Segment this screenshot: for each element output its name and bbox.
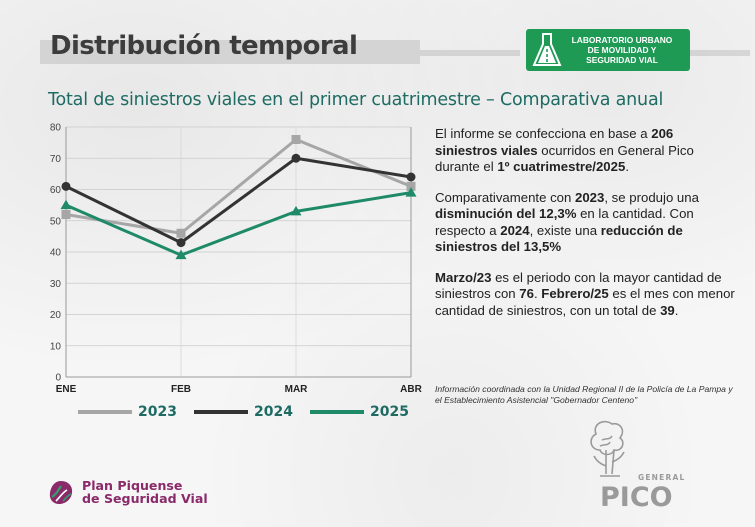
lab-logo-text: LABORATORIO URBANO DE MOVILIDAD Y SEGURI… (562, 35, 682, 65)
series-line-2024 (65, 156, 412, 245)
source-note: Información coordinada con la Unidad Reg… (435, 384, 733, 405)
info-highlight: disminución del 12,3% (435, 206, 577, 221)
info-paragraph-extremes: Marzo/23 es el periodo con la mayor cant… (435, 270, 735, 320)
y-tick-label: 50 (50, 216, 62, 227)
info-highlight: Marzo/23 (435, 269, 492, 285)
legend-label: 2025 (370, 404, 409, 420)
data-point-2025 (175, 249, 187, 260)
info-paragraph-comparison: Comparativamente con 2023, se produjo un… (435, 190, 735, 256)
series-line-2023 (65, 138, 412, 235)
series-line-2025 (65, 191, 412, 257)
lab-rule (690, 50, 750, 56)
data-point-2024 (61, 181, 71, 191)
legend-swatch (194, 410, 248, 414)
data-point-2024 (291, 153, 301, 163)
info-text: El informe se confecciona en base a (435, 126, 652, 141)
lab-logo-line: SEGURIDAD VIAL (586, 55, 658, 65)
y-tick-label: 40 (50, 248, 62, 259)
info-text: en la cantidad. Con respecto a (435, 206, 694, 238)
data-point-2023 (61, 210, 71, 219)
plan-logo: Plan Piquense de Seguridad Vial (46, 476, 208, 508)
info-highlight: 76 (519, 286, 534, 301)
plan-logo-text: Plan Piquense de Seguridad Vial (82, 479, 208, 505)
line-chart: 0 10 20 30 40 50 60 70 80 ENE FEB MAR ABR (50, 123, 423, 396)
legend-item-2023: 2023 (78, 402, 177, 422)
info-text: , se produjo una (604, 189, 699, 205)
y-tick-label: 60 (50, 185, 62, 196)
data-point-2023 (406, 181, 416, 191)
lab-logo-line: DE MOVILIDAD Y (587, 45, 657, 55)
info-text: . (533, 286, 542, 301)
data-point-2023 (176, 228, 186, 238)
data-point-2024 (176, 238, 186, 248)
info-highlight: 39 (660, 302, 675, 318)
plan-logo-line: Plan Piquense (82, 478, 183, 493)
info-panel: El informe se confecciona en base a 206 … (435, 126, 735, 333)
y-tick-label: 80 (50, 123, 62, 134)
y-tick-label: 30 (50, 279, 62, 290)
info-highlight: 1º cuatrimestre/2025 (497, 159, 626, 174)
y-tick-label: 20 (50, 310, 62, 321)
info-text: . (625, 159, 629, 174)
info-highlight: Febrero/25 (541, 286, 609, 301)
info-text: es el mes con menor cantidad de siniestr… (435, 286, 735, 318)
legend-item-2025: 2025 (310, 402, 409, 422)
legend-item-2024: 2024 (194, 402, 293, 422)
plan-logo-line: de Seguridad Vial (82, 491, 208, 506)
pico-logo-big: PICO (600, 482, 673, 513)
info-text: ocurridos en General Pico durante el (435, 142, 694, 175)
page-title: Distribución temporal (50, 31, 358, 61)
lab-logo-line: LABORATORIO URBANO (571, 35, 673, 45)
data-point-2025 (290, 205, 302, 216)
info-text: , existe una (529, 222, 601, 238)
data-point-2025 (405, 187, 417, 197)
info-highlight: 2023 (575, 189, 605, 205)
info-paragraph-total: El informe se confecciona en base a 206 … (435, 126, 735, 176)
y-tick-label: 10 (50, 341, 62, 352)
x-tick-label: ENE (56, 384, 77, 395)
legend-swatch (78, 410, 132, 414)
chart-subtitle: Total de siniestros viales en el primer … (48, 90, 664, 110)
legend-label: 2024 (254, 404, 293, 420)
info-text: . (674, 302, 679, 318)
info-highlight: reducción de siniestros del 13,5% (435, 222, 683, 255)
x-tick-label: FEB (171, 384, 191, 395)
data-point-2023 (291, 135, 301, 144)
pico-logo-small: GENERAL (638, 473, 685, 482)
title-rule (420, 50, 520, 56)
title-band (40, 40, 420, 64)
info-text: es el periodo con la mayor cantidad de s… (435, 269, 722, 302)
legend-label: 2023 (138, 404, 177, 420)
general-pico-logo: GENERAL PICO (590, 420, 685, 513)
data-point-2025 (60, 199, 72, 210)
road-flask-icon (532, 33, 562, 66)
chart-legend: 2023 2024 2025 (78, 402, 418, 422)
y-tick-label: 0 (55, 373, 61, 384)
x-tick-label: ABR (400, 384, 422, 395)
data-point-2024 (406, 172, 416, 182)
lab-logo: LABORATORIO URBANO DE MOVILIDAD Y SEGURI… (526, 29, 690, 71)
info-text: Comparativamente con (435, 189, 576, 205)
y-tick-label: 70 (50, 154, 62, 165)
legend-swatch (310, 410, 364, 414)
x-tick-label: MAR (285, 384, 309, 395)
plan-logo-icon (49, 481, 73, 504)
info-highlight: 2024 (500, 222, 530, 238)
info-highlight: 206 siniestros viales (435, 126, 674, 158)
